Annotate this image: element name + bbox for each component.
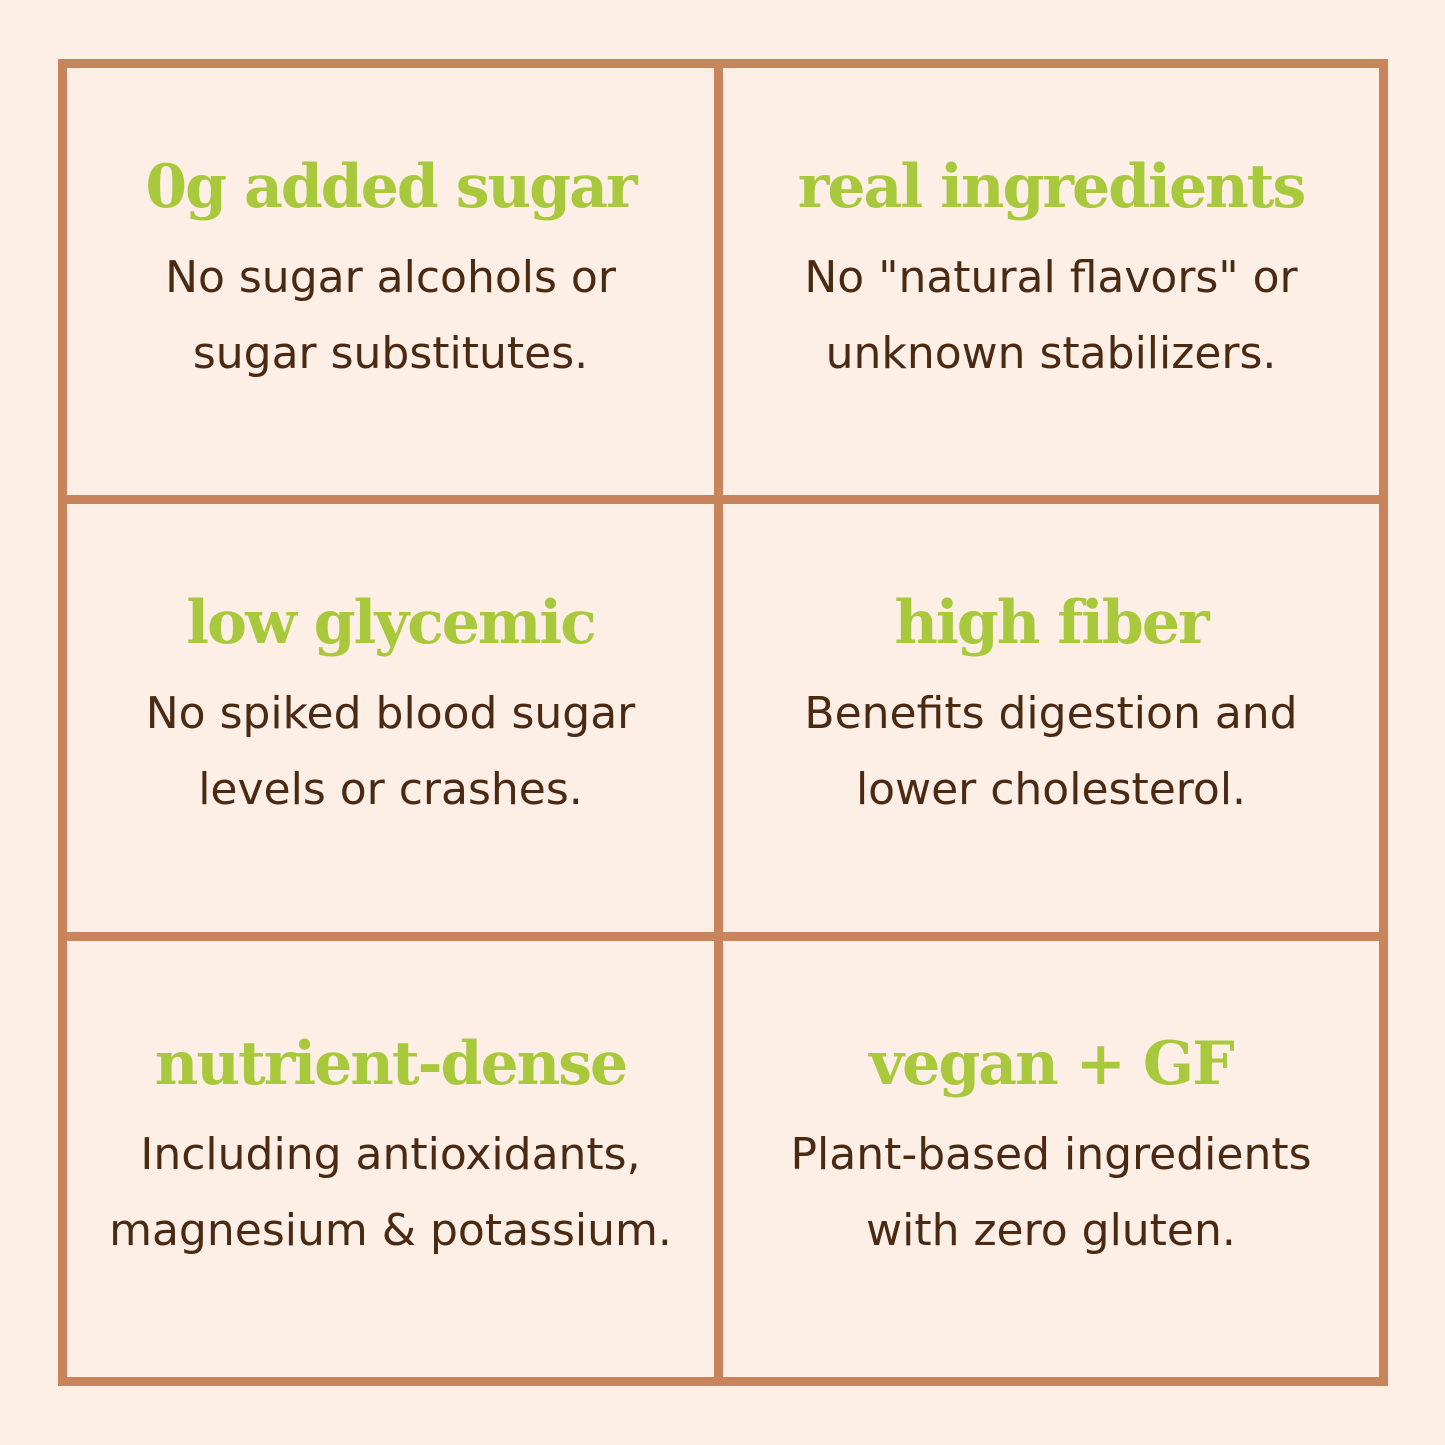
feature-title: low glycemic xyxy=(186,587,596,658)
feature-description: unknown stabilizers. xyxy=(825,327,1277,379)
feature-description: lower cholesterol. xyxy=(855,763,1247,815)
feature-title: 0g added sugar xyxy=(145,151,637,222)
feature-cell: vegan + GF Plant-based ingredients with ze… xyxy=(723,941,1379,1377)
feature-title: high fiber xyxy=(894,587,1209,658)
feature-cell: real ingredients No "natural flavors" or u… xyxy=(723,68,1379,505)
feature-description: No sugar alcohols or xyxy=(165,251,616,303)
feature-cell: low glycemic No spiked blood sugar levels … xyxy=(67,504,723,941)
feature-cell: nutrient-dense Including antioxidants, mag… xyxy=(67,940,723,1377)
feature-title: real ingredients xyxy=(797,151,1307,222)
feature-cell: high fiber Benefits digestion and lower ch… xyxy=(723,504,1379,941)
feature-description: with zero gluten. xyxy=(866,1204,1236,1256)
feature-cell: 0g added sugar No sugar alcohols or sugar … xyxy=(67,68,723,505)
feature-title: nutrient-dense xyxy=(154,1028,628,1099)
feature-description: No "natural flavors" or xyxy=(804,251,1298,303)
feature-description: magnesium & potassium. xyxy=(109,1204,672,1256)
feature-description: Plant-based ingredients xyxy=(790,1128,1312,1180)
feature-description: No spiked blood sugar xyxy=(145,687,636,739)
feature-grid: 0g added sugar No sugar alcohols or sugar … xyxy=(58,59,1388,1386)
feature-title: vegan + GF xyxy=(869,1028,1234,1099)
feature-description: sugar substitutes. xyxy=(192,327,589,379)
feature-description: Benefits digestion and xyxy=(804,687,1298,739)
feature-description: levels or crashes. xyxy=(198,763,583,815)
feature-description: Including antioxidants, xyxy=(140,1128,641,1180)
